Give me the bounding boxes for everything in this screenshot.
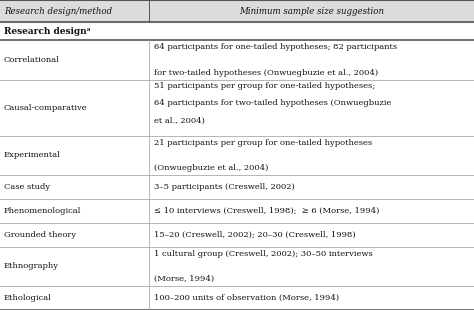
Text: 100–200 units of observation (Morse, 1994): 100–200 units of observation (Morse, 199… (155, 294, 339, 302)
Text: ≤ 10 interviews (Creswell, 1998);  ≥ 6 (Morse, 1994): ≤ 10 interviews (Creswell, 1998); ≥ 6 (M… (155, 207, 380, 215)
Text: Causal-comparative: Causal-comparative (4, 104, 88, 112)
Text: Ethological: Ethological (4, 294, 52, 302)
Text: 64 participants for one-tailed hypotheses; 82 participants: 64 participants for one-tailed hypothese… (155, 43, 397, 51)
Text: 21 participants per group for one-tailed hypotheses: 21 participants per group for one-tailed… (155, 139, 373, 147)
Text: Research design/method: Research design/method (4, 7, 112, 16)
Text: 51 participants per group for one-tailed hypotheses;: 51 participants per group for one-tailed… (155, 82, 375, 91)
Text: 1 cultural group (Creswell, 2002); 30–50 interviews: 1 cultural group (Creswell, 2002); 30–50… (155, 250, 373, 258)
Text: (Morse, 1994): (Morse, 1994) (155, 275, 214, 283)
Text: Research designᵃ: Research designᵃ (4, 26, 91, 36)
Text: Minimum sample size suggestion: Minimum sample size suggestion (239, 7, 384, 16)
Text: (Onwuegbuzie et al., 2004): (Onwuegbuzie et al., 2004) (155, 164, 269, 172)
Bar (0, 40, 474, 310)
Text: 64 participants for two-tailed hypotheses (Onwuegbuzie: 64 participants for two-tailed hypothese… (155, 100, 392, 108)
Text: 15–20 (Creswell, 2002); 20–30 (Creswell, 1998): 15–20 (Creswell, 2002); 20–30 (Creswell,… (155, 231, 356, 239)
Text: Correlational: Correlational (4, 56, 60, 64)
Text: Experimental: Experimental (4, 152, 61, 159)
Text: Ethnography: Ethnography (4, 262, 59, 270)
Text: Phenomenological: Phenomenological (4, 207, 82, 215)
Bar (0, 0, 474, 22)
Text: Grounded theory: Grounded theory (4, 231, 76, 239)
Text: for two-tailed hypotheses (Onwuegbuzie et al., 2004): for two-tailed hypotheses (Onwuegbuzie e… (155, 69, 378, 77)
Text: 3–5 participants (Creswell, 2002): 3–5 participants (Creswell, 2002) (155, 183, 295, 191)
Text: Case study: Case study (4, 183, 50, 191)
Text: et al., 2004): et al., 2004) (155, 116, 205, 124)
